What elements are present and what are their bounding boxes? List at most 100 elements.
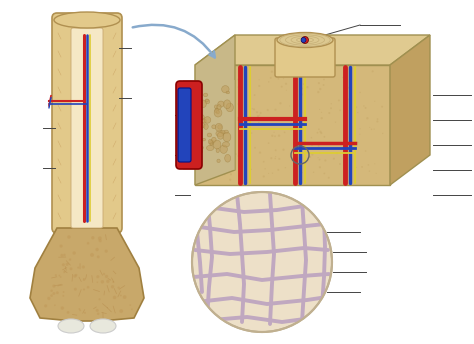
Circle shape [374, 101, 375, 102]
Circle shape [209, 157, 211, 159]
Ellipse shape [189, 115, 195, 123]
FancyBboxPatch shape [178, 88, 191, 162]
Circle shape [240, 165, 242, 166]
Circle shape [319, 152, 320, 154]
Circle shape [301, 37, 306, 43]
Circle shape [65, 263, 69, 266]
Circle shape [342, 77, 344, 78]
Circle shape [192, 192, 332, 332]
Circle shape [207, 114, 209, 115]
FancyBboxPatch shape [176, 81, 202, 169]
Circle shape [100, 280, 104, 283]
Ellipse shape [201, 119, 206, 123]
Circle shape [53, 292, 55, 295]
Circle shape [323, 84, 325, 86]
Circle shape [228, 145, 230, 147]
Circle shape [205, 150, 207, 151]
Circle shape [270, 77, 272, 79]
Circle shape [286, 90, 287, 91]
Circle shape [372, 70, 374, 72]
Ellipse shape [216, 148, 219, 153]
Circle shape [318, 82, 320, 84]
Circle shape [301, 88, 303, 89]
Circle shape [328, 177, 330, 179]
Circle shape [318, 157, 319, 158]
Ellipse shape [226, 91, 229, 94]
Ellipse shape [224, 130, 228, 134]
Circle shape [259, 79, 260, 80]
Circle shape [54, 304, 56, 306]
Circle shape [330, 103, 332, 105]
Circle shape [73, 274, 77, 278]
Circle shape [69, 258, 71, 261]
Ellipse shape [216, 110, 219, 114]
Circle shape [267, 109, 269, 111]
Circle shape [283, 149, 284, 151]
Circle shape [96, 309, 99, 312]
Circle shape [339, 163, 341, 165]
Polygon shape [390, 35, 430, 185]
Circle shape [216, 81, 218, 83]
Ellipse shape [224, 100, 231, 109]
Circle shape [338, 99, 340, 101]
Circle shape [244, 98, 246, 99]
Circle shape [323, 78, 325, 80]
Ellipse shape [193, 156, 199, 162]
Circle shape [44, 304, 47, 308]
Circle shape [229, 179, 231, 181]
Ellipse shape [208, 139, 213, 144]
Ellipse shape [213, 140, 221, 149]
Circle shape [87, 286, 90, 289]
Circle shape [374, 128, 375, 130]
Circle shape [219, 151, 220, 153]
Circle shape [217, 86, 219, 88]
Circle shape [311, 144, 313, 146]
Ellipse shape [198, 148, 203, 154]
Ellipse shape [90, 319, 116, 333]
Polygon shape [195, 35, 430, 65]
Circle shape [82, 265, 85, 269]
Circle shape [301, 36, 309, 43]
Circle shape [47, 297, 51, 300]
Circle shape [277, 169, 279, 171]
Circle shape [123, 295, 127, 299]
Circle shape [317, 91, 319, 93]
Ellipse shape [212, 137, 216, 142]
Circle shape [206, 140, 207, 141]
Circle shape [237, 79, 239, 81]
Ellipse shape [191, 125, 199, 134]
Circle shape [245, 158, 246, 159]
Circle shape [251, 132, 252, 134]
Ellipse shape [226, 103, 233, 112]
Circle shape [348, 87, 350, 89]
Circle shape [205, 114, 207, 116]
Circle shape [350, 170, 352, 172]
Circle shape [67, 311, 70, 314]
Circle shape [98, 236, 102, 240]
Circle shape [55, 274, 57, 276]
Circle shape [365, 107, 366, 109]
Circle shape [263, 161, 264, 163]
Circle shape [112, 281, 114, 283]
Circle shape [339, 109, 341, 111]
Circle shape [231, 108, 233, 109]
Circle shape [205, 129, 207, 131]
Circle shape [278, 78, 279, 79]
Circle shape [245, 107, 246, 109]
Polygon shape [30, 228, 144, 321]
FancyBboxPatch shape [275, 38, 335, 77]
Circle shape [377, 118, 378, 120]
Circle shape [50, 290, 53, 292]
Circle shape [274, 135, 276, 137]
Circle shape [106, 280, 109, 283]
Circle shape [237, 86, 238, 88]
Circle shape [275, 156, 276, 157]
Ellipse shape [216, 130, 224, 137]
Circle shape [258, 85, 260, 87]
Circle shape [363, 105, 365, 107]
Circle shape [217, 93, 219, 95]
Ellipse shape [203, 93, 208, 97]
Circle shape [381, 106, 383, 108]
Circle shape [99, 239, 102, 243]
Circle shape [335, 121, 336, 123]
